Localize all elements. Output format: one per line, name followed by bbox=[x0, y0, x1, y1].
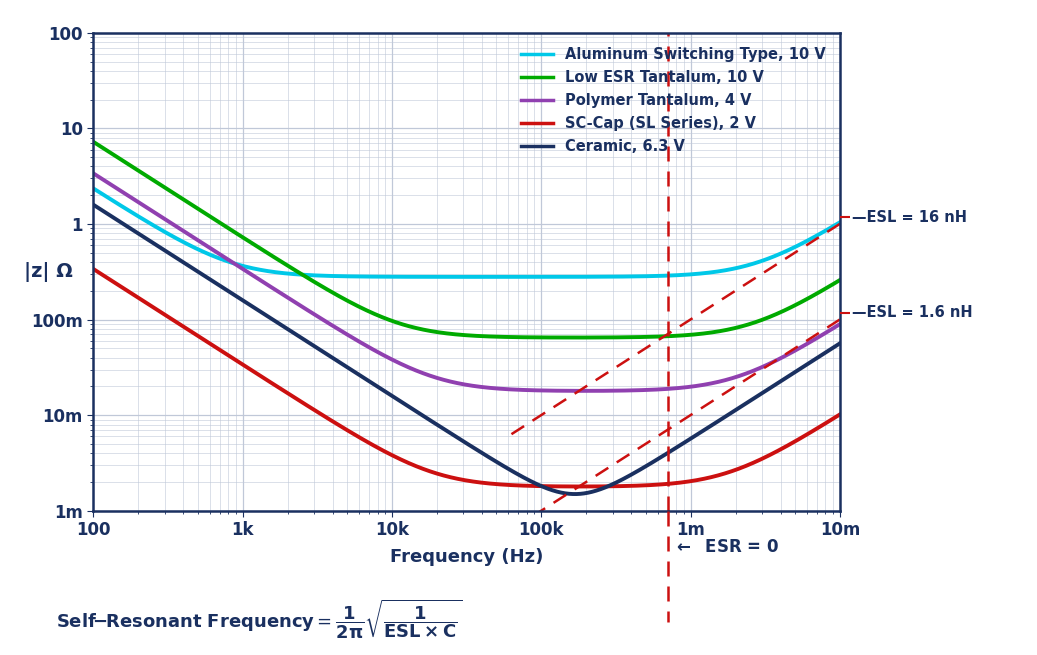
Text: $\mathbf{Self\!\!-\!\!Resonant\ Frequency} = \dfrac{\mathbf{1}}{\mathbf{2\pi}}\s: $\mathbf{Self\!\!-\!\!Resonant\ Frequenc… bbox=[56, 597, 463, 641]
Legend: Aluminum Switching Type, 10 V, Low ESR Tantalum, 10 V, Polymer Tantalum, 4 V, SC: Aluminum Switching Type, 10 V, Low ESR T… bbox=[513, 40, 833, 162]
X-axis label: Frequency (Hz): Frequency (Hz) bbox=[390, 548, 543, 566]
Text: |z| Ω: |z| Ω bbox=[24, 262, 73, 282]
Text: —ESL = 1.6 nH: —ESL = 1.6 nH bbox=[852, 305, 973, 320]
Text: —ESL = 16 nH: —ESL = 16 nH bbox=[852, 210, 968, 225]
Text: $\mathbf{\leftarrow}$  ESR = 0: $\mathbf{\leftarrow}$ ESR = 0 bbox=[673, 538, 779, 556]
